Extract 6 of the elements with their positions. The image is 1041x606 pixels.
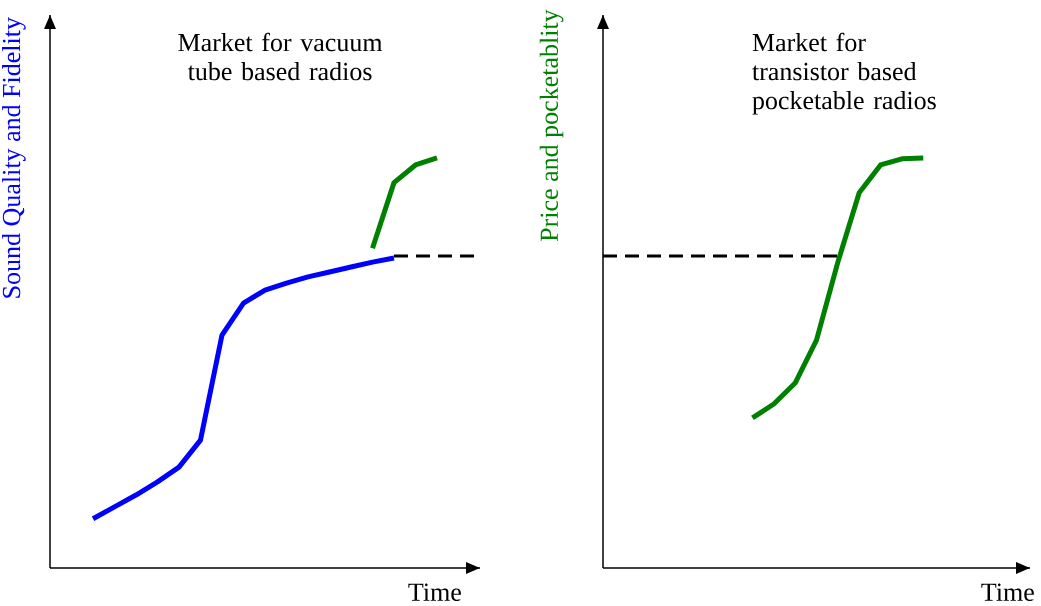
- y-axis-title: Price and pocketablity: [539, 9, 564, 242]
- chart-title: Market for vacuum tube based radios: [178, 32, 383, 81]
- x-axis-title: Time: [981, 583, 1034, 601]
- x-axis-title: Time: [408, 583, 461, 601]
- chart-title: Market for transistor based pocketable radios: [752, 32, 936, 115]
- y-axis-title: Sound Quality and Fidelity: [2, 17, 26, 298]
